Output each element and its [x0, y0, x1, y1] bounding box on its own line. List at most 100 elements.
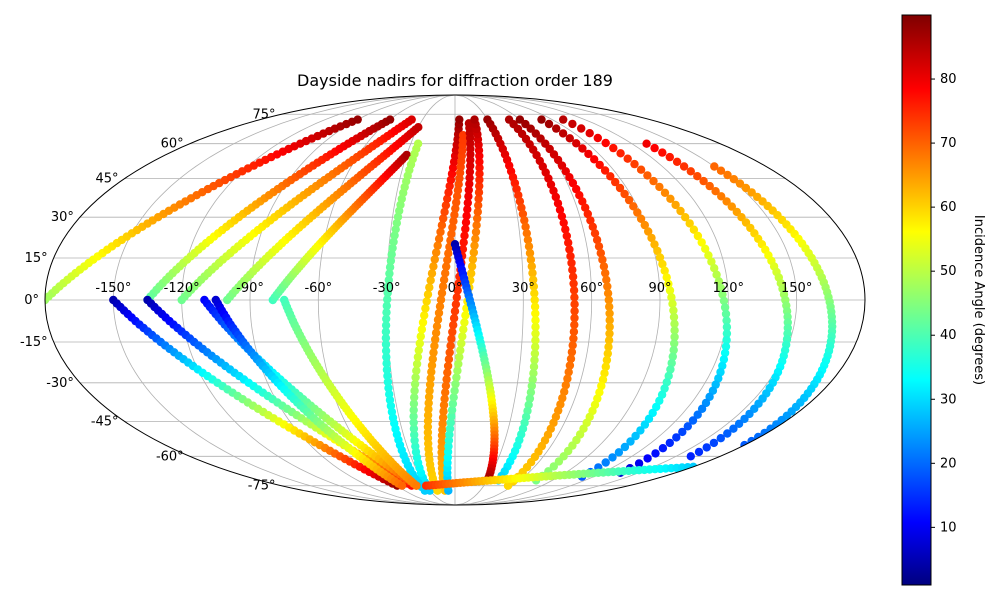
data-point [530, 289, 539, 298]
data-point [412, 366, 421, 375]
data-point [424, 398, 433, 408]
data-point [570, 300, 579, 309]
data-point [666, 365, 675, 374]
data-point [601, 362, 610, 371]
data-point [444, 188, 453, 197]
data-point [440, 207, 449, 217]
data-point [562, 231, 571, 241]
data-point [636, 214, 646, 223]
data-point [463, 198, 472, 207]
data-point [397, 481, 407, 490]
data-point [523, 235, 533, 245]
data-point [735, 179, 745, 188]
data-point [441, 388, 450, 397]
data-point [598, 255, 607, 264]
data-point [412, 481, 421, 490]
data-point [528, 268, 537, 278]
data-point [461, 224, 470, 234]
data-point [559, 115, 568, 124]
data-point [524, 242, 534, 251]
data-point [425, 380, 435, 389]
data-point [449, 217, 458, 226]
data-point [566, 252, 575, 261]
data-point [382, 365, 392, 374]
data-point [451, 300, 461, 309]
data-point [515, 197, 525, 206]
colorbar-tick-label: 80 [940, 72, 957, 87]
data-point [650, 240, 659, 249]
data-point [555, 205, 565, 214]
data-point [569, 286, 579, 295]
data-point [383, 377, 393, 387]
data-point [424, 392, 434, 402]
data-point [592, 235, 602, 245]
latitude-tick-label: 60° [161, 137, 184, 152]
data-point [565, 361, 575, 370]
data-point [464, 185, 473, 195]
data-point [439, 400, 449, 410]
data-point [602, 275, 611, 284]
data-point [697, 238, 706, 247]
data-point [578, 144, 587, 153]
data-point [529, 362, 539, 371]
data-point [600, 369, 609, 378]
data-point [705, 392, 714, 401]
data-point [605, 329, 614, 338]
data-point [421, 304, 430, 313]
latitude-tick-label: -30° [46, 376, 74, 391]
data-point [693, 231, 703, 241]
data-point [629, 202, 638, 211]
data-point [446, 341, 455, 350]
data-point [383, 288, 392, 298]
data-point [664, 371, 673, 381]
data-point [530, 349, 540, 358]
data-point [423, 416, 433, 426]
data-point [449, 393, 458, 402]
data-point [456, 346, 465, 355]
data-point [526, 255, 536, 264]
colorbar-tick-label: 60 [940, 200, 957, 215]
data-point [453, 366, 462, 375]
data-point [631, 431, 640, 441]
data-point [568, 119, 577, 129]
data-point [442, 375, 451, 384]
longitude-tick-label: -150° [95, 281, 131, 296]
data-point [455, 115, 464, 124]
colorbar-tick-label: 10 [940, 520, 957, 535]
data-point [679, 162, 689, 171]
longitude-tick-label: -60° [304, 281, 332, 296]
data-point [433, 315, 443, 324]
data-point [461, 311, 470, 320]
data-point [662, 378, 671, 387]
data-point [605, 316, 614, 325]
data-point [604, 295, 613, 305]
data-point [676, 206, 685, 216]
colorbar-tick-label: 50 [940, 264, 957, 279]
longitude-tick-label: 0° [448, 281, 463, 296]
data-point [569, 279, 578, 288]
colorbar-label: Incidence Angle (degrees) [971, 215, 986, 385]
data-point [716, 166, 726, 175]
data-point [605, 309, 614, 318]
data-point [665, 152, 674, 162]
data-point [389, 237, 398, 246]
data-point [385, 115, 395, 124]
data-point [672, 157, 682, 166]
data-point [472, 221, 481, 230]
data-point [537, 115, 546, 124]
data-point [391, 225, 400, 234]
data-point [475, 163, 484, 172]
data-point [658, 259, 667, 269]
data-point [423, 422, 433, 431]
data-point [381, 333, 391, 343]
longitude-tick-label: 30° [512, 281, 535, 296]
data-point [381, 346, 391, 355]
data-point [528, 375, 537, 384]
data-point [660, 188, 670, 197]
data-point [723, 429, 732, 438]
data-point [454, 359, 463, 369]
data-point [417, 325, 427, 334]
data-point [650, 143, 659, 153]
data-point [527, 262, 536, 271]
data-point [445, 424, 455, 433]
